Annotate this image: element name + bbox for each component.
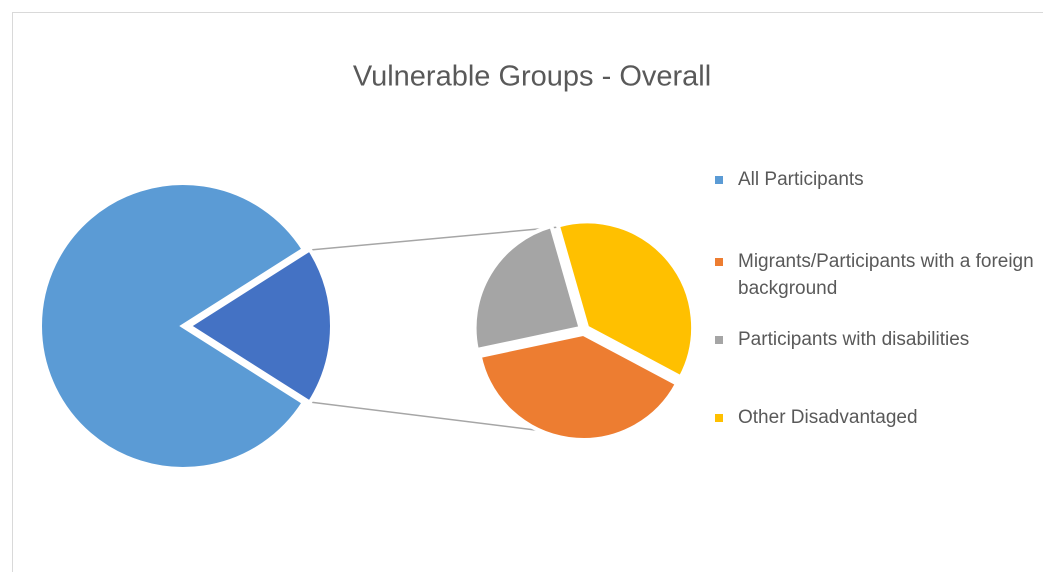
- pie-slice: [555, 219, 696, 380]
- legend-label: Other Disadvantaged: [738, 407, 918, 428]
- legend-swatch: [715, 414, 723, 422]
- legend-entry: All Participants: [715, 166, 1043, 193]
- pie-slice: [477, 331, 680, 442]
- connector-line: [308, 401, 559, 434]
- connector-line: [308, 226, 559, 251]
- legend-entry: Other Disadvantaged: [715, 404, 1043, 431]
- legend-swatch: [715, 258, 723, 266]
- legend-label: Migrants/Participants with a foreign bac…: [738, 251, 1034, 299]
- pie-slice: [38, 181, 307, 471]
- legend-swatch: [715, 176, 723, 184]
- legend-label: Participants with disabilities: [738, 329, 970, 350]
- pie-slice: [472, 223, 584, 353]
- chart-title: Vulnerable Groups - Overall: [353, 61, 711, 93]
- legend-label: All Participants: [738, 169, 864, 190]
- pie-slice-aggregate: [185, 246, 334, 406]
- legend-entry: Participants with disabilities: [715, 326, 1043, 353]
- legend-swatch: [715, 336, 723, 344]
- legend-entry: Migrants/Participants with a foreign bac…: [715, 248, 1043, 302]
